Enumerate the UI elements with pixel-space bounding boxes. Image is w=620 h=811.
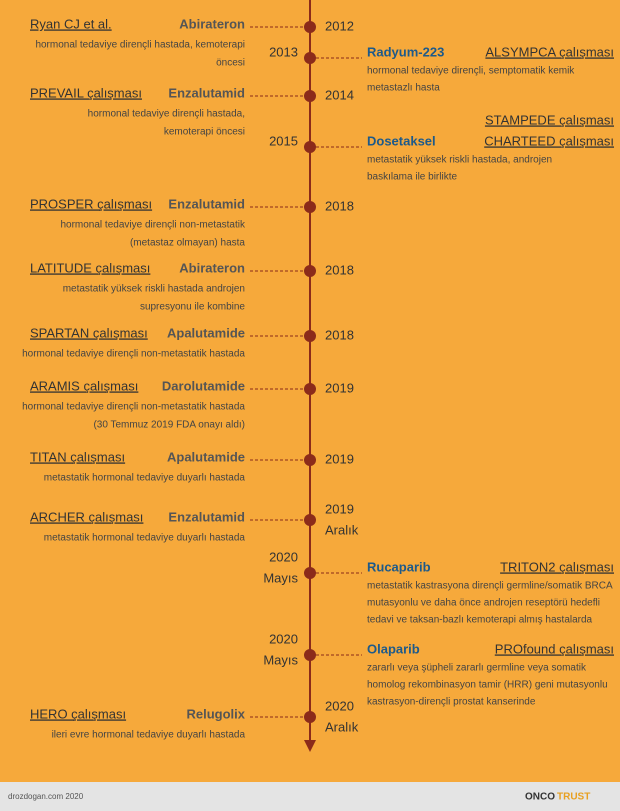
drug-name: Rucaparib: [367, 559, 431, 574]
timeline-dot: [304, 567, 316, 579]
description: kastrasyon-dirençli prostat kanserinde: [367, 697, 536, 708]
description: metastatik kastrasyona dirençli germline…: [367, 581, 613, 592]
description: metastatik hormonal tedaviye duyarlı has…: [44, 473, 246, 484]
description: homolog rekombinasyon tamir (HRR) geni m…: [367, 680, 608, 691]
study-name: ARCHER çalışması: [30, 509, 143, 524]
timeline-dot: [304, 21, 316, 33]
timeline-dot: [304, 330, 316, 342]
timeline-dot: [304, 201, 316, 213]
date: 2013: [269, 44, 298, 59]
study-name: SPARTAN çalışması: [30, 325, 148, 340]
drug-name: Apalutamide: [167, 325, 245, 340]
drug-name: Abirateron: [179, 260, 245, 275]
description: kemoterapi öncesi: [164, 127, 245, 138]
description: tedavi ve taksan-bazlı kemoterapi almış …: [367, 615, 593, 626]
date: 2014: [325, 87, 354, 102]
timeline-dot: [304, 514, 316, 526]
description: metastatik yüksek riskli hastada androje…: [63, 284, 245, 295]
description: zararlı veya şüpheli zararlı germline ve…: [367, 663, 587, 674]
study-name: HERO çalışması: [30, 706, 126, 721]
drug-name: Abirateron: [179, 16, 245, 31]
date: Aralık: [325, 522, 359, 537]
date: Mayıs: [263, 652, 298, 667]
description: (30 Temmuz 2019 FDA onayı aldı): [93, 420, 245, 431]
logo: TRUST: [557, 792, 590, 803]
date: 2015: [269, 133, 298, 148]
description: hormonal tedaviye dirençli non-metastati…: [22, 402, 245, 413]
drug-name: Enzalutamid: [168, 85, 245, 100]
date: Aralık: [325, 719, 359, 734]
timeline-dot: [304, 454, 316, 466]
credit: drozdogan.com 2020: [8, 792, 84, 801]
timeline-dot: [304, 52, 316, 64]
description: öncesi: [216, 58, 245, 69]
date: 2020: [269, 549, 298, 564]
study-name: TRITON2 çalışması: [500, 559, 614, 574]
date: 2019: [325, 451, 354, 466]
drug-name: Apalutamide: [167, 449, 245, 464]
description: metastatik yüksek riskli hastada, androj…: [367, 155, 552, 166]
description: hormonal tedaviye dirençli, semptomatik …: [367, 66, 575, 77]
description: hormonal tedaviye dirençli non-metastati…: [22, 349, 245, 360]
drug-name: Radyum-223: [367, 44, 444, 59]
description: hormonal tedaviye dirençli hastada, kemo…: [35, 40, 245, 51]
study-name: Ryan CJ et al.: [30, 16, 112, 31]
study-name: ALSYMPCA çalışması: [485, 44, 614, 59]
study-name: CHARTEED çalışması: [484, 133, 614, 148]
drug-name: Olaparib: [367, 641, 420, 656]
timeline-dot: [304, 141, 316, 153]
description: metastazlı hasta: [367, 83, 440, 94]
axis-arrow: [304, 740, 316, 752]
timeline-dot: [304, 265, 316, 277]
study-name: ARAMIS çalışması: [30, 378, 138, 393]
drug-name: Darolutamide: [162, 378, 245, 393]
date: 2020: [269, 631, 298, 646]
date: 2018: [325, 327, 354, 342]
description: metastatik hormonal tedaviye duyarlı has…: [44, 533, 246, 544]
study-name: PREVAIL çalışması: [30, 85, 142, 100]
logo: ONCO: [525, 792, 555, 803]
drug-name: Enzalutamid: [168, 509, 245, 524]
date: 2020: [325, 698, 354, 713]
date: 2019: [325, 501, 354, 516]
description: hormonal tedaviye dirençli non-metastati…: [60, 220, 246, 231]
description: (metastaz olmayan) hasta: [130, 238, 245, 249]
date: Mayıs: [263, 570, 298, 585]
date: 2018: [325, 262, 354, 277]
timeline-dot: [304, 711, 316, 723]
study-name: PROfound çalışması: [495, 641, 614, 656]
timeline-dot: [304, 383, 316, 395]
study-name: PROSPER çalışması: [30, 196, 152, 211]
description: baskılama ile birlikte: [367, 172, 457, 183]
description: ileri evre hormonal tedaviye duyarlı has…: [52, 730, 246, 741]
drug-name: Dosetaksel: [367, 133, 436, 148]
description: hormonal tedaviye dirençli hastada,: [88, 109, 245, 120]
drug-name: Enzalutamid: [168, 196, 245, 211]
footer-bar: [0, 782, 620, 811]
drug-name: Relugolix: [186, 706, 245, 721]
study-name: LATITUDE çalışması: [30, 260, 150, 275]
study-name: STAMPEDE çalışması: [485, 112, 614, 127]
date: 2012: [325, 18, 354, 33]
date: 2018: [325, 198, 354, 213]
study-name: TITAN çalışması: [30, 449, 125, 464]
description: mutasyonlu ve daha önce androjen reseptö…: [367, 598, 600, 609]
timeline-dot: [304, 649, 316, 661]
timeline-dot: [304, 90, 316, 102]
date: 2019: [325, 380, 354, 395]
description: supresyonu ile kombine: [140, 302, 245, 313]
